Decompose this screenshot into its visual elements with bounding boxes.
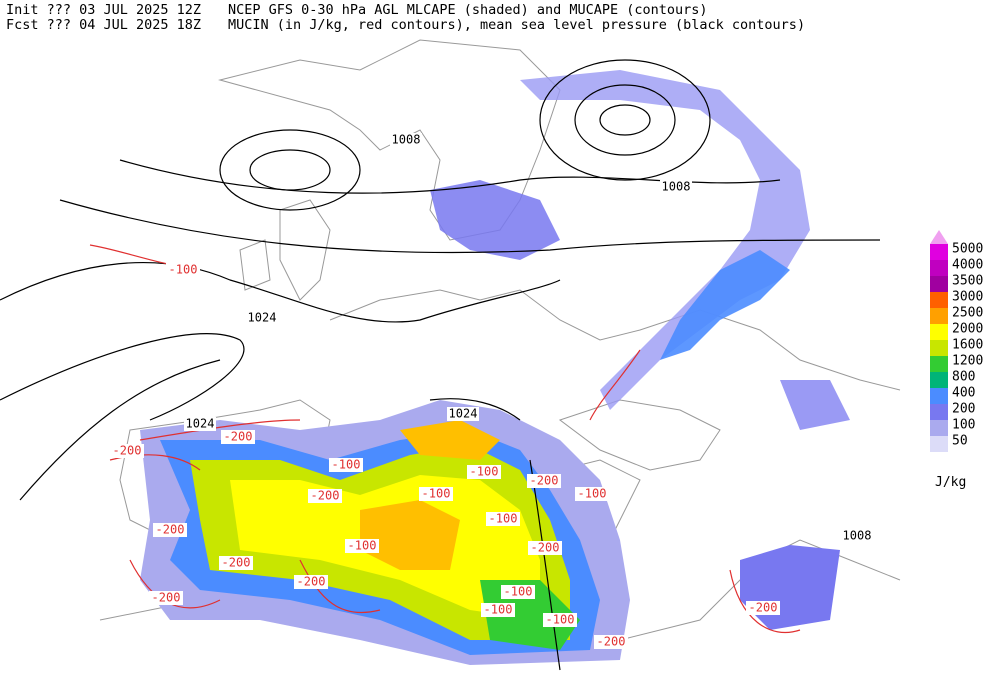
label-bg <box>221 430 255 444</box>
legend-swatch <box>930 260 948 276</box>
label-bg <box>110 444 144 458</box>
label-bg <box>390 133 422 147</box>
legend-label: 3000 <box>952 290 983 305</box>
cin-label: -200 <box>531 541 560 555</box>
cin-label: -100 <box>578 487 607 501</box>
cin-label: -100 <box>470 465 499 479</box>
forecast-label: Fcst ??? 04 JUL 2025 18Z <box>6 17 201 33</box>
label-bg <box>345 539 379 553</box>
legend-swatch <box>930 420 948 436</box>
cin-label: -100 <box>546 613 575 627</box>
cin-label: -200 <box>597 635 626 649</box>
colorbar-arrow <box>930 230 948 244</box>
cin-label: -200 <box>297 575 326 589</box>
legend-label: 2500 <box>952 306 983 321</box>
legend-swatch <box>930 244 948 260</box>
cin-label: -100 <box>489 512 518 526</box>
cin-label: -200 <box>224 430 253 444</box>
colorbar: 5000400035003000250020001600120080040020… <box>930 230 983 452</box>
pressure-label: 1008 <box>843 529 872 543</box>
legend-label: 4000 <box>952 258 983 273</box>
pressure-label: 1024 <box>186 417 215 431</box>
label-bg <box>527 474 561 488</box>
pressure-label: 1008 <box>392 133 421 147</box>
label-bg <box>184 417 216 431</box>
legend-swatch <box>930 324 948 340</box>
cin-label: -200 <box>152 591 181 605</box>
legend-swatch <box>930 388 948 404</box>
legend-label: 200 <box>952 402 975 417</box>
label-bg <box>746 601 780 615</box>
legend-swatch <box>930 436 948 452</box>
cin-label: -200 <box>530 474 559 488</box>
cin-label: -200 <box>222 556 251 570</box>
label-bg <box>575 487 609 501</box>
legend-swatch <box>930 308 948 324</box>
pressure-label: 1008 <box>662 180 691 194</box>
label-bg <box>501 585 535 599</box>
label-bg <box>294 575 328 589</box>
legend-swatch <box>930 356 948 372</box>
legend-swatch <box>930 276 948 292</box>
colorbar-units: J/kg <box>935 475 966 490</box>
cin-label: -200 <box>156 523 185 537</box>
legend-label: 800 <box>952 370 975 385</box>
cin-label: -200 <box>113 444 142 458</box>
label-bg <box>419 487 453 501</box>
label-bg <box>594 635 628 649</box>
label-bg <box>166 263 200 277</box>
cin-label: -100 <box>504 585 533 599</box>
label-bg <box>153 523 187 537</box>
title-line-1: NCEP GFS 0-30 hPa AGL MLCAPE (shaded) an… <box>228 2 708 18</box>
label-bg <box>486 512 520 526</box>
legend-swatch <box>930 372 948 388</box>
contour-labels: 1008 1008 1024 1024 1024 1008 -100 -200 -200 -100… <box>110 133 873 649</box>
pressure-label: 1024 <box>449 407 478 421</box>
legend-label: 1200 <box>952 354 983 369</box>
legend-label: 50 <box>952 434 968 449</box>
title-line-2: MUCIN (in J/kg, red contours), mean sea … <box>228 17 805 33</box>
legend-label: 5000 <box>952 242 983 257</box>
pressure-label: 1024 <box>248 311 277 325</box>
label-bg <box>467 465 501 479</box>
label-bg <box>308 489 342 503</box>
cin-label: -200 <box>749 601 778 615</box>
legend-swatch <box>930 404 948 420</box>
label-bg <box>447 407 479 421</box>
legend-swatch <box>930 340 948 356</box>
legend-label: 400 <box>952 386 975 401</box>
legend-swatch <box>930 292 948 308</box>
legend-label: 3500 <box>952 274 983 289</box>
label-bg <box>219 556 253 570</box>
cin-label: -100 <box>332 458 361 472</box>
legend-label: 1600 <box>952 338 983 353</box>
label-bg <box>329 458 363 472</box>
label-bg <box>246 311 278 325</box>
cin-label: -100 <box>484 603 513 617</box>
init-label: Init ??? 03 JUL 2025 12Z <box>6 2 201 18</box>
label-bg <box>481 603 515 617</box>
label-bg <box>528 541 562 555</box>
cin-label: -200 <box>311 489 340 503</box>
cape-shading <box>140 70 850 665</box>
cin-label: -100 <box>348 539 377 553</box>
legend-label: 2000 <box>952 322 983 337</box>
label-bg <box>149 591 183 605</box>
label-bg <box>543 613 577 627</box>
legend-label: 100 <box>952 418 975 433</box>
label-bg <box>660 180 692 194</box>
label-bg <box>841 529 873 543</box>
cin-label: -100 <box>169 263 198 277</box>
cin-label: -100 <box>422 487 451 501</box>
